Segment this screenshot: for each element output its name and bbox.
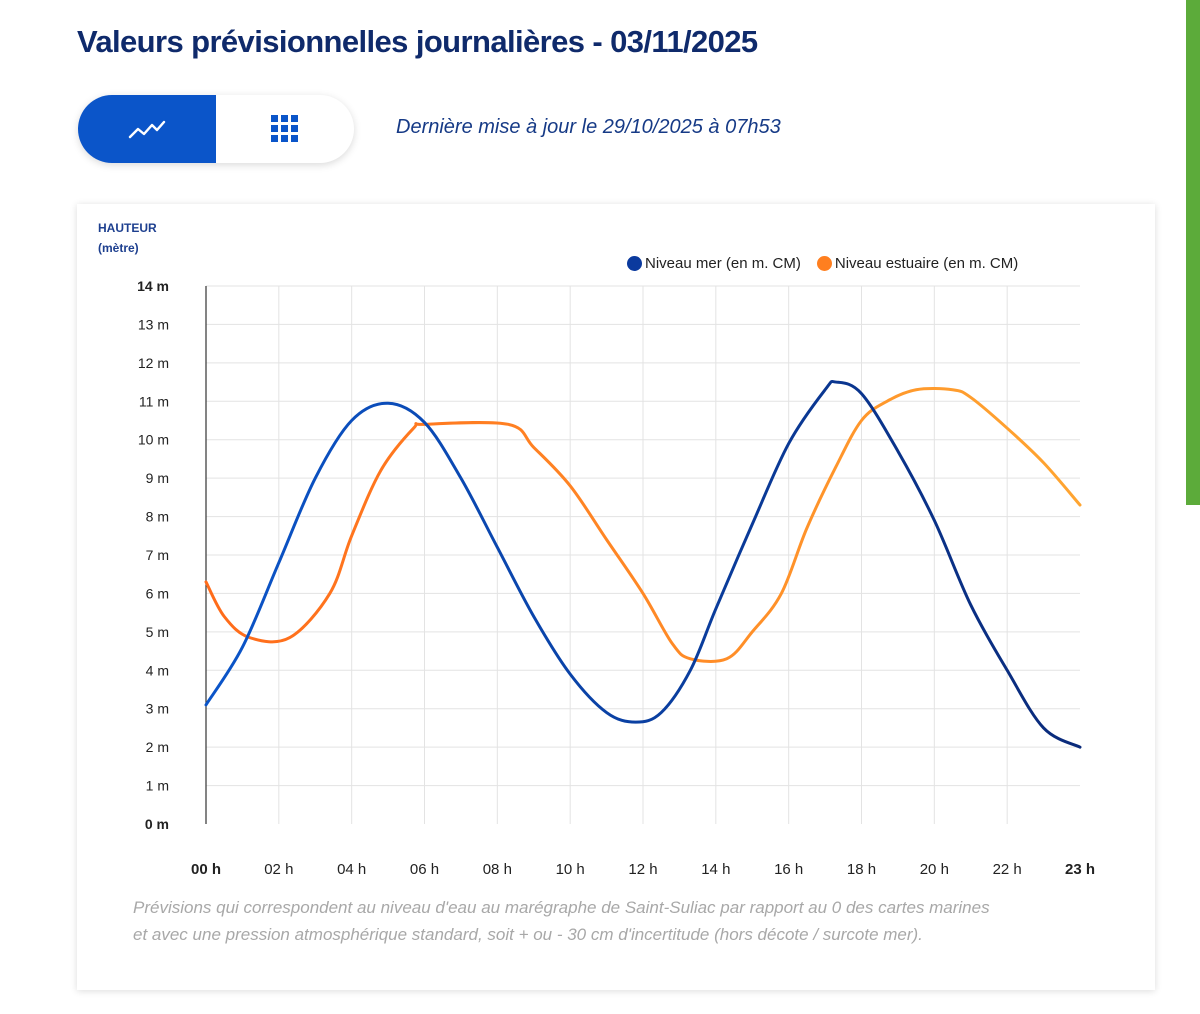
y-axis-title-text: HAUTEUR (98, 221, 157, 235)
chart-footnote: Prévisions qui correspondent au niveau d… (133, 894, 1123, 948)
y-axis-unit-text: (mètre) (98, 241, 139, 255)
y-tick-label: 6 m (146, 585, 169, 601)
x-tick-label: 10 h (556, 861, 585, 878)
table-view-button[interactable] (216, 95, 354, 163)
side-accent-bar (1186, 0, 1200, 505)
series-line-estuary (204, 387, 1082, 663)
y-tick-label: 7 m (146, 547, 169, 563)
chart-card: HAUTEUR (mètre) Niveau mer (en m. CM) Ni… (77, 204, 1155, 990)
y-tick-label: 4 m (146, 662, 169, 678)
y-tick-label: 5 m (146, 624, 169, 640)
x-tick-label: 06 h (410, 861, 439, 878)
last-update-text: Dernière mise à jour le 29/10/2025 à 07h… (396, 116, 781, 138)
legend-label-estuary: Niveau estuaire (en m. CM) (834, 255, 1019, 272)
y-tick-label: 14 m (137, 278, 169, 294)
y-tick-label: 1 m (146, 778, 169, 794)
footnote-line-1: Prévisions qui correspondent au niveau d… (133, 898, 990, 917)
x-tick-label: 12 h (628, 861, 657, 878)
y-tick-label: 12 m (138, 355, 169, 371)
tide-chart: 0 m 1 m 2 m 3 m 4 m 5 m 6 m 7 m 8 m 9 m 10 m 11 m 12… (137, 278, 1095, 878)
legend-dot-sea (627, 256, 642, 271)
x-tick-label: 16 h (774, 861, 803, 878)
x-tick-label: 00 h (191, 861, 221, 878)
y-tick-label: 2 m (146, 739, 169, 755)
y-tick-label: 3 m (146, 701, 169, 717)
x-tick-label: 04 h (337, 861, 366, 878)
legend-item-sea[interactable]: Niveau mer (en m. CM) (627, 255, 801, 272)
footnote-line-2: et avec une pression atmosphérique stand… (133, 925, 923, 944)
legend-dot-estuary (816, 256, 832, 271)
x-tick-label: 20 h (920, 861, 949, 878)
y-tick-label: 10 m (138, 432, 169, 448)
x-tick-label: 08 h (483, 861, 512, 878)
page-title: Valeurs prévisionnelles journalières - 0… (77, 24, 758, 59)
line-chart-icon (128, 120, 166, 139)
view-toggle (78, 95, 354, 163)
chart-legend: Niveau mer (en m. CM) Niveau estuaire (e… (627, 255, 1034, 272)
x-tick-label: 14 h (701, 861, 730, 878)
y-tick-label: 8 m (146, 509, 169, 525)
x-tick-label: 22 h (993, 861, 1022, 878)
legend-item-estuary[interactable]: Niveau estuaire (en m. CM) (816, 255, 1019, 272)
y-tick-label: 0 m (145, 816, 169, 832)
y-tick-label: 9 m (146, 470, 169, 486)
x-tick-label: 23 h (1065, 861, 1095, 878)
x-tick-label: 02 h (264, 861, 293, 878)
y-tick-label: 11 m (139, 393, 169, 409)
y-tick-label: 13 m (138, 316, 169, 332)
x-tick-label: 18 h (847, 861, 876, 878)
legend-label-sea: Niveau mer (en m. CM) (645, 255, 801, 272)
grid-table-icon (271, 115, 298, 142)
chart-view-button[interactable] (78, 95, 216, 163)
y-axis-title: HAUTEUR (mètre) (98, 218, 157, 258)
series-line-sea (204, 380, 1082, 749)
